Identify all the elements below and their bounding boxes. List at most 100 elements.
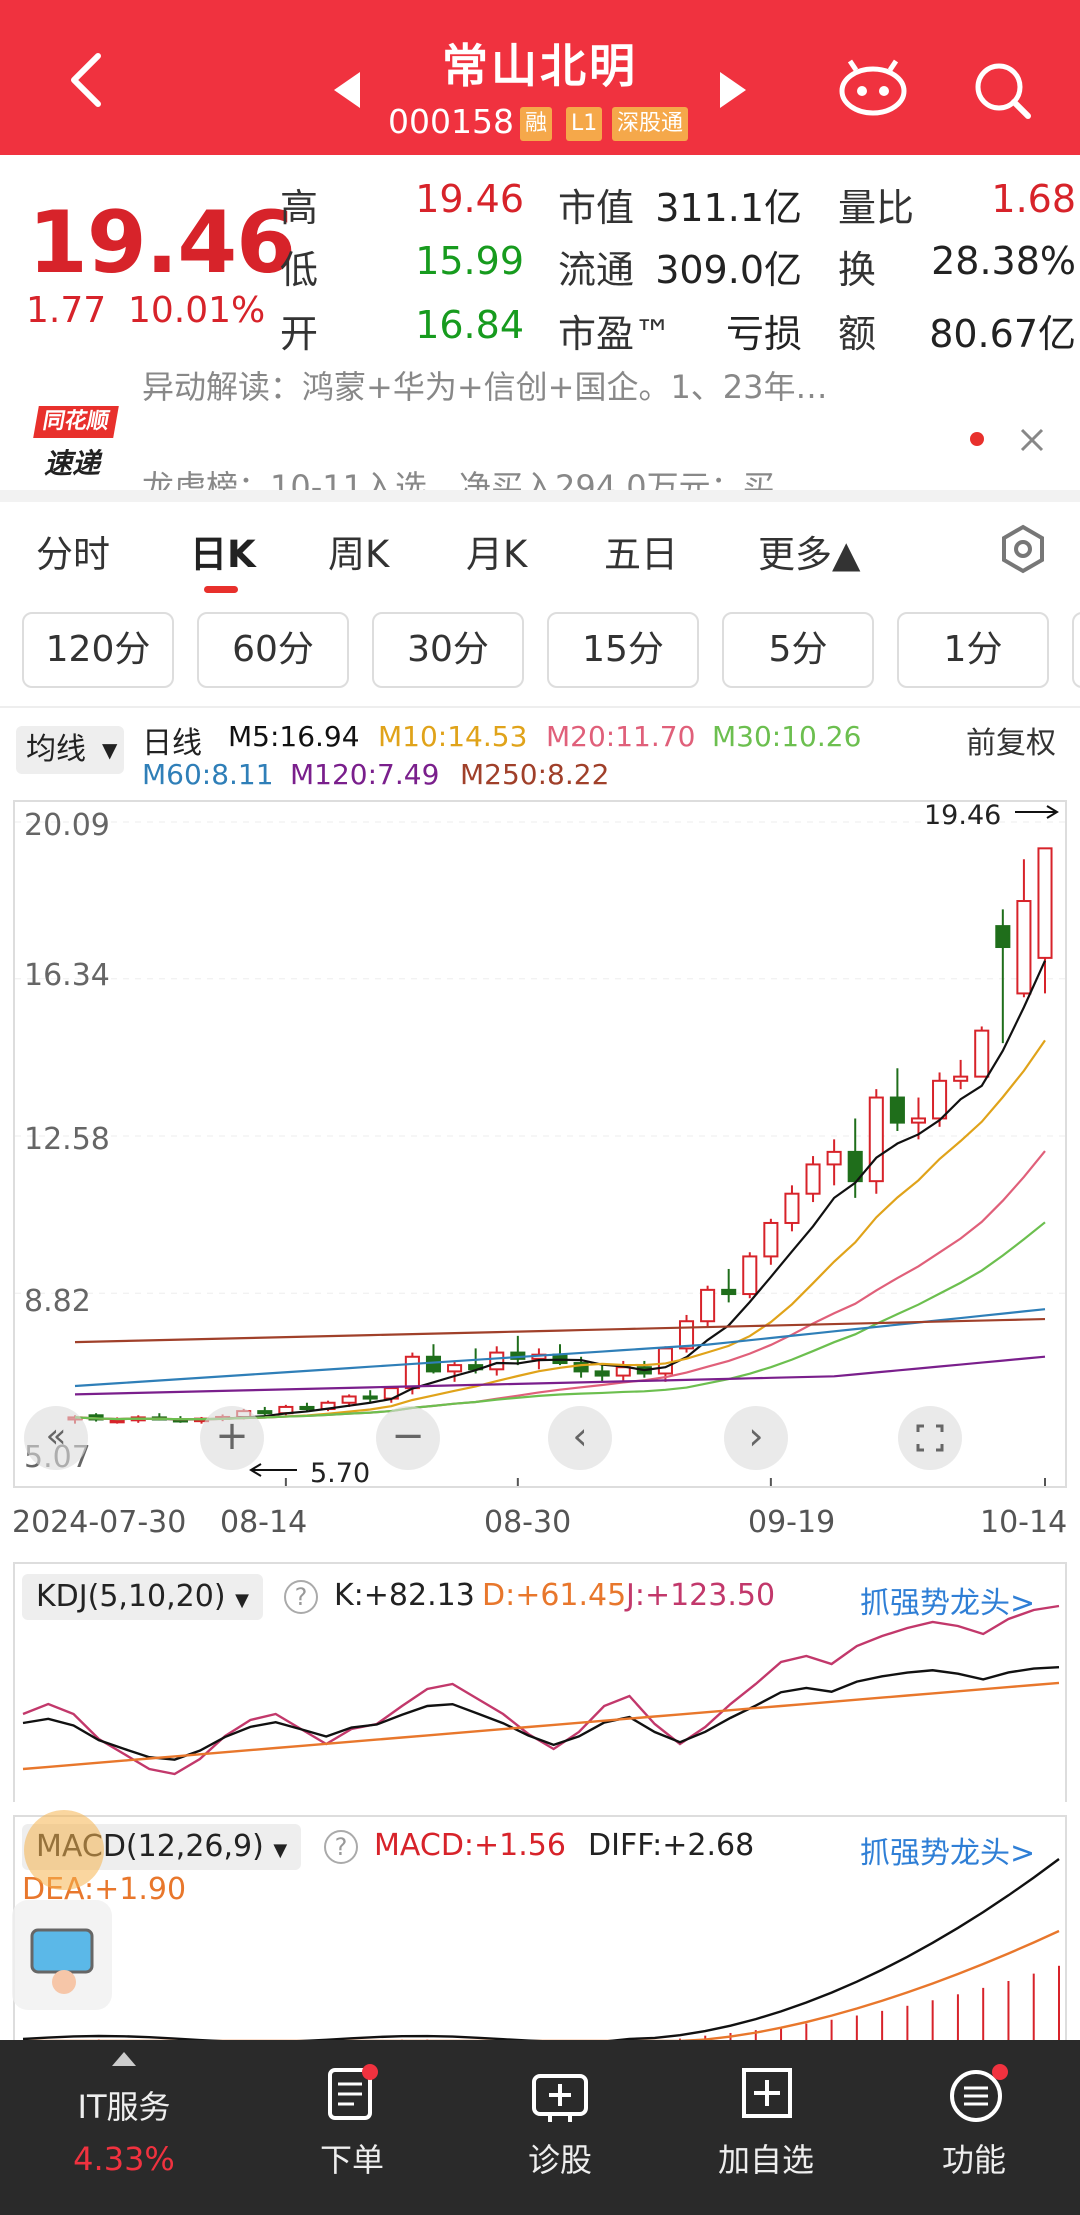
help-icon[interactable]: ? xyxy=(324,1830,358,1864)
candle-body xyxy=(700,1288,716,1323)
ma120-line xyxy=(74,1355,1046,1396)
last-price: 19.46 xyxy=(28,193,296,293)
volume-ratio-label: 量比 xyxy=(838,186,915,230)
ma5-value: M5:16.94 xyxy=(228,720,360,753)
high-label: 高 xyxy=(280,186,319,230)
x-tick-1: 2024-07-30 xyxy=(12,1505,187,1540)
candle-body xyxy=(910,1117,927,1124)
rewind-icon[interactable]: « xyxy=(24,1406,88,1470)
price-change: 1.77 xyxy=(26,290,107,331)
sector-name: IT服务 xyxy=(77,2088,171,2126)
diagnose-label: 诊股 xyxy=(527,2141,592,2179)
stock-code: 000158 xyxy=(388,102,514,141)
period-60min[interactable]: 60分 xyxy=(197,612,349,688)
x-tick-4: 09-19 xyxy=(748,1505,836,1540)
help-icon[interactable]: ? xyxy=(284,1580,318,1614)
fullscreen-icon[interactable] xyxy=(898,1406,962,1470)
high-annotation: 19.46 xyxy=(924,800,1002,831)
news-line-2: 龙虎榜：10-11入选，净买入294.0万元；买 xyxy=(142,468,775,490)
kdj-link[interactable]: 抓强势龙头> xyxy=(860,1586,1036,1621)
y-tick-4: 8.82 xyxy=(24,1284,91,1319)
candle-body xyxy=(362,1395,378,1400)
zoom-out-icon[interactable]: − xyxy=(376,1406,440,1470)
stock-name: 常山北明 xyxy=(442,39,638,93)
amount-value: 80.67亿 xyxy=(929,312,1076,356)
candle-body xyxy=(784,1192,800,1224)
macd-link[interactable]: 抓强势龙头> xyxy=(860,1836,1036,1871)
low-value: 15.99 xyxy=(415,239,524,283)
tab-daily-k[interactable]: 日K xyxy=(190,533,256,576)
tab-weekly-k[interactable]: 周K xyxy=(328,533,390,576)
candle-body xyxy=(109,1419,125,1424)
chart-tabs: 分时 日K 周K 月K 五日 更多▲ xyxy=(0,502,1080,602)
zoom-in-icon[interactable]: + xyxy=(200,1406,264,1470)
period-30min[interactable]: 30分 xyxy=(372,612,524,688)
kline-chart[interactable] xyxy=(13,800,1067,1488)
divider xyxy=(0,706,1080,708)
floating-tool-button[interactable] xyxy=(12,1900,112,2010)
period-120min[interactable]: 120分 xyxy=(22,612,174,688)
period-15min[interactable]: 15分 xyxy=(547,612,699,688)
back-icon[interactable] xyxy=(58,50,118,110)
next-stock-icon[interactable] xyxy=(720,72,746,108)
open-value: 16.84 xyxy=(415,303,524,347)
y-tick-3: 12.58 xyxy=(24,1122,110,1157)
adjust-mode[interactable]: 前复权 xyxy=(966,726,1056,761)
tab-five-day[interactable]: 五日 xyxy=(604,533,678,576)
kdj-selector-label: KDJ(5,10,20) xyxy=(36,1579,226,1614)
tab-monthly-k[interactable]: 月K xyxy=(466,533,528,576)
settings-icon[interactable] xyxy=(998,524,1048,574)
scroll-left-icon[interactable]: ‹ xyxy=(548,1406,612,1470)
add-watchlist-label: 加自选 xyxy=(717,2141,814,2179)
candle-body xyxy=(257,1410,273,1415)
kdj-selector[interactable]: KDJ(5,10,20) ▼ xyxy=(22,1574,263,1620)
x-tick-5: 10-14 xyxy=(980,1505,1068,1540)
candle-body xyxy=(447,1364,463,1373)
close-icon[interactable] xyxy=(1020,428,1044,452)
mcap-value: 311.1亿 xyxy=(655,186,802,230)
top-bar: 常山北明 000158 融 L1 深股通 xyxy=(0,0,1080,155)
brand-text: 速递 xyxy=(44,447,101,480)
floating-assistant-icon[interactable] xyxy=(24,1810,104,1890)
search-icon[interactable] xyxy=(972,60,1032,120)
section-divider xyxy=(0,490,1080,502)
kdj-j-line xyxy=(22,1604,1060,1776)
kdj-panel[interactable] xyxy=(13,1562,1067,1802)
news-ticker[interactable]: 同花顺 速递 异动解读：鸿蒙+华为+信创+国企。1、23年… 龙虎榜：10-11… xyxy=(0,370,1080,490)
ma10-value: M10:14.53 xyxy=(378,720,528,753)
candle-body xyxy=(889,1096,905,1124)
candle-body xyxy=(678,1320,695,1350)
period-more-edge[interactable] xyxy=(1072,612,1080,688)
candle-body xyxy=(995,925,1011,949)
kline-type: 日线 xyxy=(142,726,202,761)
x-tick-2: 08-14 xyxy=(220,1505,308,1540)
ma-selector[interactable]: 均线 ▼ xyxy=(16,726,124,774)
candle-body xyxy=(868,1096,884,1183)
candle-body xyxy=(573,1362,589,1373)
period-5min[interactable]: 5分 xyxy=(722,612,874,688)
pe-label: 市盈™ xyxy=(558,312,673,356)
candle-body xyxy=(953,1075,969,1082)
prev-stock-icon[interactable] xyxy=(334,72,360,108)
ma20-line xyxy=(74,1150,1046,1421)
candle-body xyxy=(657,1347,673,1375)
y-tick-1: 20.09 xyxy=(24,808,110,843)
kdj-d-line xyxy=(22,1681,1060,1771)
scroll-right-icon[interactable]: › xyxy=(724,1406,788,1470)
candle-body xyxy=(299,1405,315,1411)
tab-more[interactable]: 更多▲ xyxy=(758,533,861,576)
ma120-value: M120:7.49 xyxy=(290,758,440,791)
kdj-svg xyxy=(22,1604,1060,1776)
kdj-k-line xyxy=(22,1665,1060,1761)
float-value: 309.0亿 xyxy=(655,248,802,292)
tab-intraday[interactable]: 分时 xyxy=(36,533,110,576)
robot-assistant-icon[interactable] xyxy=(838,58,908,116)
candle-body xyxy=(721,1288,737,1296)
candle-body xyxy=(974,1029,990,1078)
price-change-pct: 10.01% xyxy=(128,290,266,331)
period-1min[interactable]: 1分 xyxy=(897,612,1049,688)
candle-body xyxy=(932,1079,948,1120)
kdj-k: K:+82.13 xyxy=(334,1578,475,1613)
quote-panel: 19.46 1.77 10.01% 高 19.46 低 15.99 开 16.8… xyxy=(0,155,1080,370)
period-selector: 120分 60分 30分 15分 5分 1分 xyxy=(0,604,1080,694)
